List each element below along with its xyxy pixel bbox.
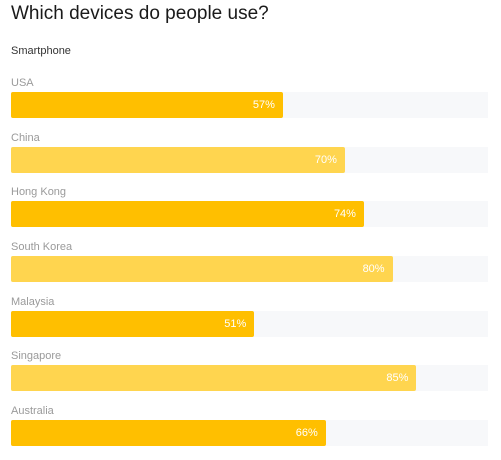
bar[interactable]: 51% [11, 310, 255, 337]
bar[interactable]: 74% [11, 201, 364, 228]
bar-chart: USA 57% China 70% Hong Kong 74% South Korea 80%… [11, 77, 488, 460]
bar-value-label: 51% [224, 317, 247, 330]
category-label: Australia [11, 405, 54, 418]
category-label: USA [11, 77, 34, 89]
bar-row: Australia 66% [11, 405, 488, 460]
category-label: Malaysia [11, 295, 55, 308]
bar-track: 74% [11, 201, 488, 228]
bar-value-label: 57% [252, 99, 275, 111]
bar-track: 66% [11, 420, 488, 447]
bar-row: China 70% [11, 132, 488, 187]
bar-value-label: 85% [386, 372, 409, 385]
bar-track: 70% [11, 146, 488, 173]
bar-track: 85% [11, 365, 488, 392]
bar-row: South Korea 80% [11, 241, 488, 296]
bar-row: Singapore 85% [11, 350, 488, 405]
bar[interactable]: 66% [11, 420, 326, 447]
bar-value-label: 80% [362, 263, 385, 276]
bar-row: USA 57% [11, 77, 488, 132]
bar[interactable]: 80% [11, 256, 393, 283]
category-label: China [11, 131, 40, 144]
bar-row: Hong Kong 74% [11, 186, 488, 241]
bar-track: 80% [11, 256, 488, 283]
bar[interactable]: 57% [11, 92, 283, 118]
bar-track: 57% [11, 92, 488, 118]
bar[interactable]: 85% [11, 365, 417, 392]
bar-track: 51% [11, 310, 488, 337]
chart-title: Which devices do people use? [11, 3, 269, 24]
bar-value-label: 74% [333, 208, 356, 221]
bar-value-label: 66% [295, 427, 318, 440]
category-label: South Korea [11, 241, 73, 254]
category-label: Hong Kong [11, 186, 67, 199]
bar[interactable]: 70% [11, 146, 345, 173]
chart-subtitle: Smartphone [11, 45, 71, 57]
bar-value-label: 70% [314, 153, 337, 166]
category-label: Singapore [11, 350, 62, 363]
bar-row: Malaysia 51% [11, 296, 488, 351]
